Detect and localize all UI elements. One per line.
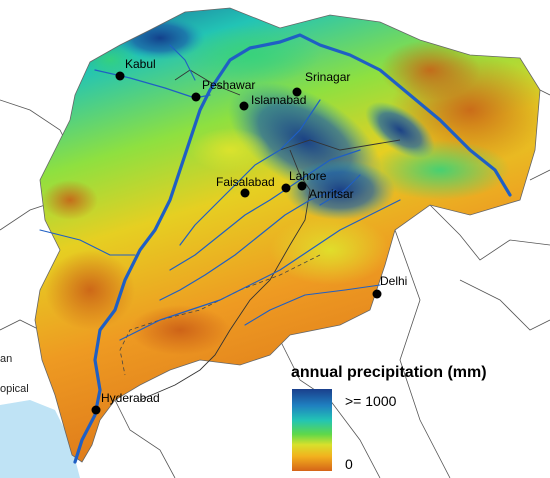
dashed-canals — [119, 254, 321, 376]
city-marker — [281, 183, 291, 193]
city-label: Peshawar — [202, 78, 255, 92]
city-marker — [115, 71, 125, 81]
city-label: Faisalabad — [216, 175, 275, 189]
internal-borders — [139, 69, 401, 401]
city-hyderabad: Hyderabad — [91, 391, 160, 415]
chenab-river — [169, 149, 361, 271]
city-marker — [372, 289, 382, 299]
legend-max-label: >= 1000 — [345, 393, 397, 409]
city-label: Hyderabad — [101, 391, 160, 405]
city-delhi: Delhi — [372, 274, 407, 299]
beas-river — [319, 174, 361, 206]
cities: Kabul Peshawar Islamabad Srinagar Faisal… — [91, 57, 407, 415]
city-marker — [292, 87, 302, 97]
city-label: Amritsar — [309, 187, 354, 201]
indus-river — [73, 33, 512, 464]
sutlej-river — [119, 199, 401, 341]
sea-area — [0, 400, 80, 478]
city-marker — [240, 188, 250, 198]
city-marker — [91, 405, 101, 415]
city-islamabad: Islamabad — [239, 93, 306, 111]
city-label: Lahore — [289, 169, 327, 183]
edge-label-mid: opical — [0, 383, 29, 395]
city-srinagar: Srinagar — [292, 70, 350, 97]
jhelum-river — [179, 99, 321, 246]
country-borders — [0, 89, 550, 478]
ravi-river — [159, 189, 336, 301]
city-amritsar: Amritsar — [297, 181, 354, 201]
city-label: Islamabad — [251, 93, 306, 107]
legend-min-label: 0 — [345, 456, 353, 472]
legend-title: annual precipitation (mm) — [291, 364, 487, 381]
edge-label-top: an — [0, 353, 12, 365]
city-marker — [191, 92, 201, 102]
city-marker — [239, 101, 249, 111]
city-lahore: Lahore — [281, 169, 327, 193]
city-faisalabad: Faisalabad — [216, 175, 275, 198]
city-label: Kabul — [125, 57, 156, 71]
ghaggar-river — [244, 284, 381, 326]
city-label: Srinagar — [305, 70, 350, 84]
city-peshawar: Peshawar — [191, 78, 255, 102]
swat-river — [169, 44, 196, 81]
western-tributary — [39, 229, 136, 256]
city-label: Delhi — [380, 274, 407, 288]
legend-colorbar — [292, 389, 332, 471]
legend: annual precipitation (mm) >= 1000 0 — [291, 364, 487, 472]
city-marker — [297, 181, 307, 191]
city-kabul: Kabul — [115, 57, 156, 81]
